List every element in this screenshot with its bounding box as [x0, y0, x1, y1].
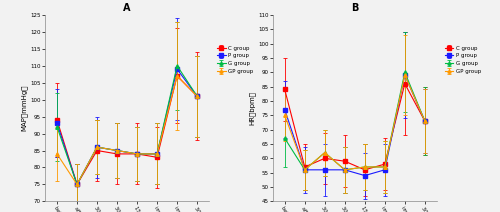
Legend: C group, P group, G group, GP group: C group, P group, G group, GP group — [218, 46, 254, 74]
Title: B: B — [351, 3, 358, 13]
Title: A: A — [124, 3, 131, 13]
Y-axis label: HR（bpm）: HR（bpm） — [248, 91, 256, 125]
Legend: C group, P group, G group, GP group: C group, P group, G group, GP group — [445, 46, 482, 74]
Y-axis label: MAP（mmHg）: MAP（mmHg） — [21, 85, 28, 131]
